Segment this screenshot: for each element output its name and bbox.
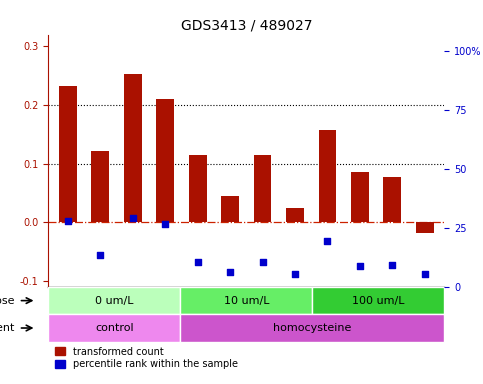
- Bar: [416, 222, 434, 233]
- Title: GDS3413 / 489027: GDS3413 / 489027: [181, 18, 312, 32]
- Point: [421, 271, 429, 277]
- Bar: [156, 99, 174, 222]
- Bar: [221, 196, 239, 222]
- Point: [129, 215, 137, 221]
- Bar: [254, 155, 271, 222]
- Point: [194, 259, 201, 265]
- Point: [161, 220, 169, 227]
- FancyBboxPatch shape: [48, 314, 180, 342]
- Text: homocysteine: homocysteine: [273, 323, 352, 333]
- Bar: [91, 151, 109, 222]
- Point: [291, 271, 299, 277]
- Bar: [351, 172, 369, 222]
- Legend: transformed count, percentile rank within the sample: transformed count, percentile rank withi…: [53, 345, 240, 371]
- FancyBboxPatch shape: [313, 287, 444, 314]
- FancyBboxPatch shape: [180, 314, 444, 342]
- Text: 100 um/L: 100 um/L: [352, 296, 405, 306]
- Text: control: control: [95, 323, 134, 333]
- Text: dose: dose: [0, 296, 14, 306]
- Text: 10 um/L: 10 um/L: [224, 296, 269, 306]
- Point: [356, 263, 364, 270]
- Bar: [319, 130, 337, 222]
- Point: [324, 238, 331, 244]
- Point: [259, 259, 267, 265]
- FancyBboxPatch shape: [48, 287, 180, 314]
- Bar: [59, 86, 77, 222]
- Point: [64, 218, 71, 224]
- Bar: [189, 155, 207, 222]
- Text: 0 um/L: 0 um/L: [95, 296, 134, 306]
- FancyBboxPatch shape: [180, 287, 313, 314]
- Text: agent: agent: [0, 323, 14, 333]
- Point: [226, 269, 234, 275]
- Point: [97, 252, 104, 258]
- Bar: [286, 208, 304, 222]
- Bar: [384, 177, 401, 222]
- Bar: [124, 74, 142, 222]
- Point: [388, 262, 396, 268]
